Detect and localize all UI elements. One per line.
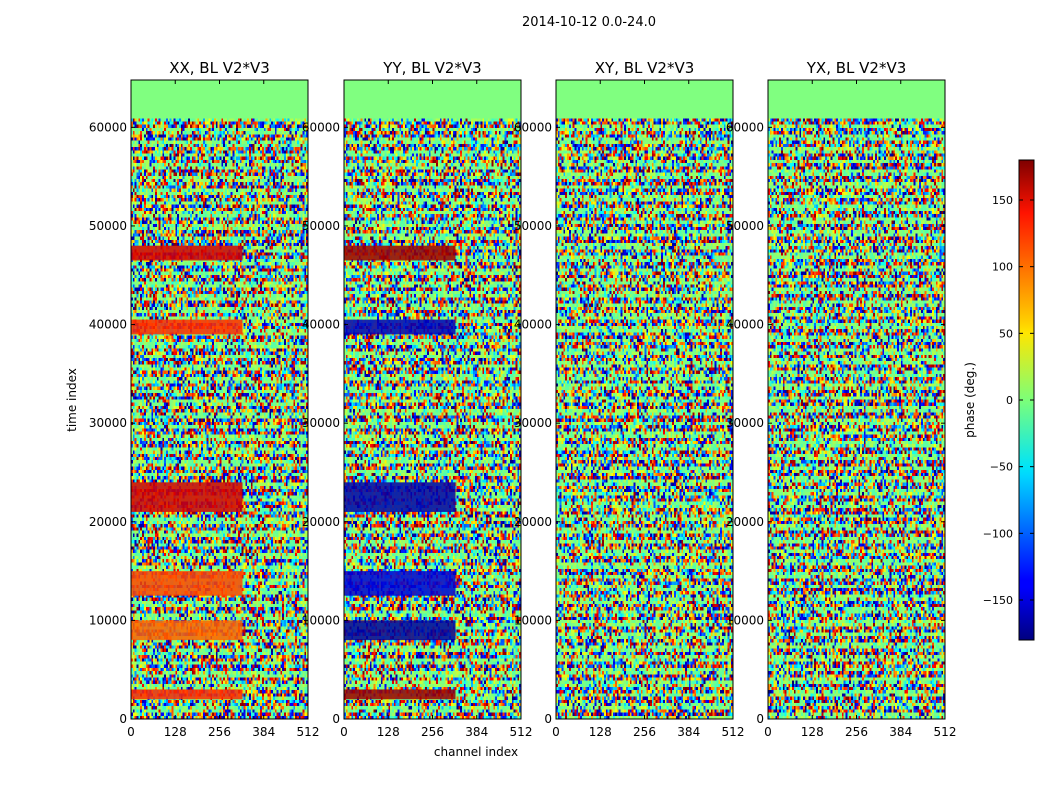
y-axis-label: time index xyxy=(65,368,79,432)
colorbar-tick-label: −150 xyxy=(983,594,1013,607)
y-tick-label: 40000 xyxy=(514,318,552,332)
y-tick-label: 0 xyxy=(119,712,127,726)
panel-xy: XY, BL V2*V3 0 128 256 384 512 0 10000 20000 3000… xyxy=(514,59,745,739)
y-tick-label: 50000 xyxy=(726,219,764,233)
colorbar-label: phase (deg.) xyxy=(963,362,977,438)
heatmap-image xyxy=(768,80,945,719)
panel-yy: YY, BL V2*V3 0 128 256 384 512 0 10000 20000 3000… xyxy=(302,59,533,739)
coherent-phase-band xyxy=(131,245,243,261)
x-tick-label: 256 xyxy=(845,725,868,739)
colorbar-tick-label: 50 xyxy=(999,327,1013,340)
panel-title: XY, BL V2*V3 xyxy=(595,59,695,77)
panel-title: XX, BL V2*V3 xyxy=(169,59,270,77)
y-tick-label: 20000 xyxy=(302,515,340,529)
y-tick-label: 50000 xyxy=(514,219,552,233)
heatmap-image xyxy=(344,80,521,719)
coherent-phase-band xyxy=(344,245,456,261)
coherent-phase-band xyxy=(131,571,243,596)
panel-yx: YX, BL V2*V3 0 128 256 384 512 0 10000 20000 3000… xyxy=(726,59,957,739)
y-tick-label: 60000 xyxy=(89,120,127,134)
x-tick-label: 128 xyxy=(164,725,187,739)
y-tick-label: 20000 xyxy=(89,515,127,529)
y-tick-label: 10000 xyxy=(302,613,340,627)
x-axis-label: channel index xyxy=(434,745,518,759)
x-tick-label: 128 xyxy=(377,725,400,739)
y-tick-label: 20000 xyxy=(514,515,552,529)
y-tick-label: 10000 xyxy=(726,613,764,627)
coherent-phase-band xyxy=(344,319,456,335)
x-tick-label: 256 xyxy=(208,725,231,739)
coherent-phase-band xyxy=(131,319,243,335)
y-tick-label: 60000 xyxy=(514,120,552,134)
heatmap-panels: XX, BL V2*V3 0 128 256 384 512 0 10000 20000 3000… xyxy=(89,59,957,739)
y-tick-label: 30000 xyxy=(514,416,552,430)
y-tick-label: 50000 xyxy=(89,219,127,233)
x-tick-label: 0 xyxy=(340,725,348,739)
colorbar-tick-label: 100 xyxy=(992,261,1013,274)
y-tick-label: 20000 xyxy=(726,515,764,529)
x-tick-label: 384 xyxy=(465,725,488,739)
y-tick-label: 0 xyxy=(544,712,552,726)
y-tick-label: 60000 xyxy=(302,120,340,134)
coherent-phase-band xyxy=(131,482,243,512)
y-tick-label: 30000 xyxy=(726,416,764,430)
heatmap-image xyxy=(131,80,308,719)
x-tick-label: 0 xyxy=(552,725,560,739)
coherent-phase-band xyxy=(344,482,456,512)
x-tick-label: 0 xyxy=(764,725,772,739)
x-tick-label: 512 xyxy=(510,725,533,739)
panel-title: YX, BL V2*V3 xyxy=(806,59,907,77)
coherent-phase-band xyxy=(131,689,243,700)
heatmap-image xyxy=(556,80,733,719)
x-tick-label: 128 xyxy=(801,725,824,739)
coherent-phase-band xyxy=(344,620,456,641)
coherent-phase-band xyxy=(344,689,456,700)
y-tick-label: 40000 xyxy=(302,318,340,332)
x-tick-label: 256 xyxy=(633,725,656,739)
colorbar-ticks: −150 −100 −50 0 50 100 150 xyxy=(983,194,1034,607)
x-tick-label: 512 xyxy=(722,725,745,739)
y-tick-label: 10000 xyxy=(514,613,552,627)
y-tick-label: 10000 xyxy=(89,613,127,627)
x-tick-label: 128 xyxy=(589,725,612,739)
y-tick-label: 30000 xyxy=(302,416,340,430)
x-tick-label: 384 xyxy=(889,725,912,739)
colorbar-tick-label: 0 xyxy=(1006,394,1013,407)
colorbar-tick-label: 150 xyxy=(992,194,1013,207)
y-tick-label: 60000 xyxy=(726,120,764,134)
y-tick-label: 50000 xyxy=(302,219,340,233)
panel-title: YY, BL V2*V3 xyxy=(382,59,481,77)
coherent-phase-band xyxy=(344,571,456,596)
y-tick-label: 30000 xyxy=(89,416,127,430)
y-tick-label: 0 xyxy=(756,712,764,726)
y-tick-label: 40000 xyxy=(89,318,127,332)
x-tick-label: 256 xyxy=(421,725,444,739)
colorbar-tick-label: −100 xyxy=(983,527,1013,540)
x-tick-label: 384 xyxy=(252,725,275,739)
figure-suptitle: 2014-10-12 0.0-24.0 xyxy=(522,15,656,30)
x-tick-label: 384 xyxy=(677,725,700,739)
coherent-phase-band xyxy=(131,620,243,641)
x-tick-label: 512 xyxy=(297,725,320,739)
x-tick-label: 512 xyxy=(934,725,957,739)
colorbar-tick-label: −50 xyxy=(990,461,1013,474)
panel-xx: XX, BL V2*V3 0 128 256 384 512 0 10000 20000 3000… xyxy=(89,59,320,739)
y-tick-label: 0 xyxy=(332,712,340,726)
colorbar: −150 −100 −50 0 50 100 150 phase (deg.) xyxy=(963,159,1035,641)
x-tick-label: 0 xyxy=(127,725,135,739)
y-tick-label: 40000 xyxy=(726,318,764,332)
